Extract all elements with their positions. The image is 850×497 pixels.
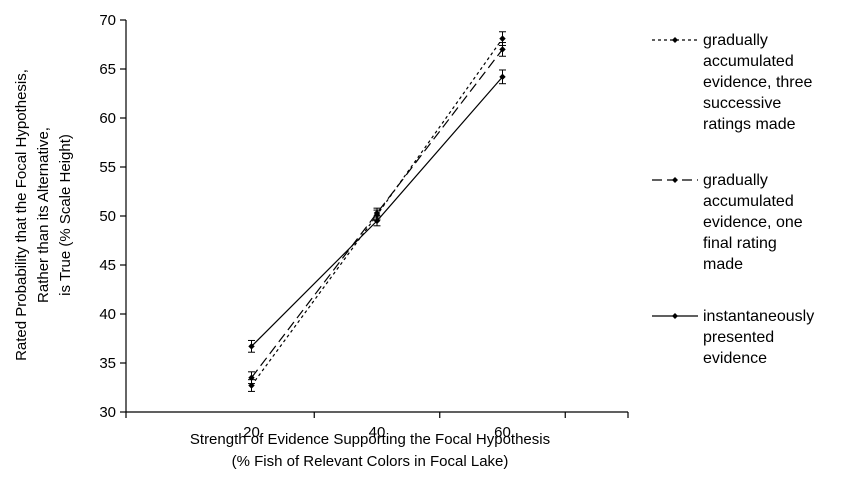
legend-label-2-line-2: accumulated bbox=[703, 193, 794, 210]
legend-label-1-line-3: evidence, three bbox=[703, 74, 813, 91]
series-2-point-40 bbox=[373, 209, 381, 217]
legend-label-3-line-3: evidence bbox=[703, 350, 767, 367]
x-tick-label-60: 60 bbox=[494, 424, 511, 441]
legend-label-3-line-2: presented bbox=[703, 329, 774, 346]
legend-label-2-line-4: final rating bbox=[703, 235, 777, 252]
y-tick-label-65: 65 bbox=[99, 61, 116, 78]
legend-entry-1: gradually accumulated evidence, three succe… bbox=[652, 32, 813, 133]
legend-label-1-line-4: successive bbox=[703, 95, 781, 112]
series-1-point-60 bbox=[499, 35, 506, 42]
series-2-point-60 bbox=[499, 46, 506, 53]
legend-entry-3: instantaneously presented evidence bbox=[652, 308, 814, 367]
x-axis-label-line-2: (% Fish of Relevant Colors in Focal Lake… bbox=[232, 453, 509, 470]
series-2 bbox=[248, 42, 506, 385]
series-3 bbox=[248, 69, 506, 353]
x-tick-label-40: 40 bbox=[369, 424, 386, 441]
legend-label-2-line-3: evidence, one bbox=[703, 214, 803, 231]
y-tick-label-50: 50 bbox=[99, 208, 116, 225]
y-axis-label-line-1: Rated Probability that the Focal Hypothe… bbox=[13, 69, 30, 361]
legend-label-1-line-1: gradually bbox=[703, 32, 768, 49]
series-layer bbox=[248, 31, 506, 392]
y-tick-label-35: 35 bbox=[99, 355, 116, 372]
y-axis-label-line-2: Rather than its Alternative, bbox=[35, 127, 52, 303]
series-3-point-40 bbox=[373, 217, 381, 225]
legend-label-1-line-2: accumulated bbox=[703, 53, 794, 70]
legend-label-2-line-5: made bbox=[703, 256, 743, 273]
x-axis-label-line-1: Strength of Evidence Supporting the Foca… bbox=[190, 431, 550, 448]
series-2-point-20 bbox=[248, 374, 255, 381]
legend-label-2-line-1: gradually bbox=[703, 172, 768, 189]
y-tick-label-30: 30 bbox=[99, 404, 116, 421]
y-tick-label-60: 60 bbox=[99, 110, 116, 127]
legend-marker-3 bbox=[672, 313, 678, 319]
legend-entry-2: gradually accumulated evidence, one final r… bbox=[652, 172, 803, 273]
y-axis: 30 35 40 45 50 55 60 65 70 bbox=[99, 12, 127, 421]
x-axis: 20 40 60 bbox=[125, 411, 629, 441]
y-tick-label-40: 40 bbox=[99, 306, 116, 323]
legend-label-1-line-5: ratings made bbox=[703, 116, 796, 133]
legend-label-3-line-1: instantaneously bbox=[703, 308, 814, 325]
legend-marker-2 bbox=[672, 177, 678, 183]
legend: gradually accumulated evidence, three succe… bbox=[652, 32, 814, 367]
y-tick-label-55: 55 bbox=[99, 159, 116, 176]
series-2-line bbox=[251, 49, 503, 379]
series-3-point-60 bbox=[499, 73, 506, 81]
y-axis-label-line-3: is True (% Scale Height) bbox=[57, 134, 74, 296]
legend-marker-1 bbox=[672, 37, 678, 43]
y-tick-label-70: 70 bbox=[99, 12, 116, 29]
x-tick-label-20: 20 bbox=[243, 424, 260, 441]
series-1-point-20 bbox=[248, 382, 255, 389]
y-tick-label-45: 45 bbox=[99, 257, 116, 274]
series-3-point-20 bbox=[248, 343, 255, 350]
